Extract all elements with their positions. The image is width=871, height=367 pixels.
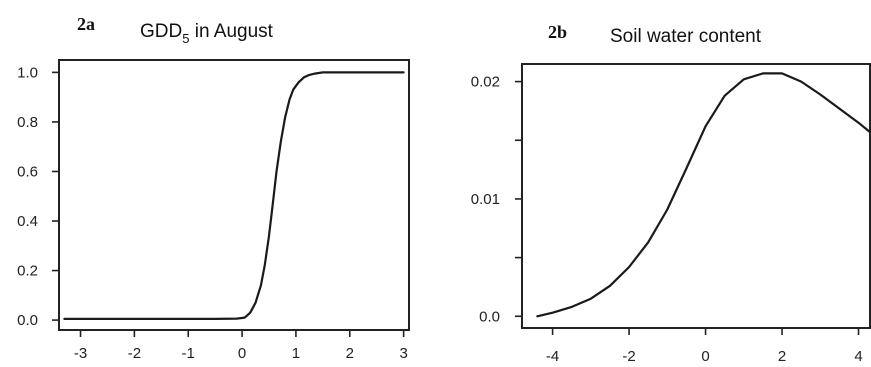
y-tick-label-a-5: 1.0: [17, 64, 38, 81]
x-tick-label-b-1: -2: [622, 348, 635, 365]
x-tick-label-a-1: -2: [128, 345, 141, 362]
y-tick-label-b-4: 0.02: [471, 74, 500, 91]
y-tick-label-a-2: 0.4: [17, 213, 38, 230]
y-tick-label-a-1: 0.2: [17, 263, 38, 280]
x-tick-label-b-0: -4: [546, 348, 559, 365]
panel-label-2b: 2b: [548, 22, 567, 42]
y-axis-2b: 0.0 0.01 0.02: [471, 74, 522, 325]
chart-title-2a: GDD5 in August: [140, 21, 274, 46]
chart-title-2b: Soil water content: [610, 26, 762, 47]
x-tick-label-b-3: 2: [778, 348, 786, 365]
x-axis-2a: -3 -2 -1 0 1 2 3: [74, 330, 408, 362]
x-tick-label-a-6: 3: [399, 345, 407, 362]
plot-frame-2a: [58, 59, 410, 331]
x-axis-2b: -4 -2 0 2 4: [546, 328, 863, 365]
plot-frame-2b: [521, 63, 871, 329]
series-line-2b: [536, 72, 871, 318]
chart-title-rest-2a: in August: [189, 21, 273, 42]
x-tick-label-a-0: -3: [74, 345, 87, 362]
x-tick-label-b-2: 0: [701, 348, 709, 365]
y-tick-label-a-3: 0.6: [17, 163, 38, 180]
x-tick-label-a-2: -1: [182, 345, 195, 362]
chart-title-main-2b: Soil water content: [610, 26, 762, 47]
y-tick-label-b-2: 0.01: [471, 191, 500, 208]
chart-panel-2a: 2a GDD5 in August -3 -2 -1 0 1 2 3 0.00.20.40.…: [17, 14, 410, 362]
y-tick-label-a-0: 0.0: [17, 312, 38, 329]
x-tick-label-a-5: 2: [346, 345, 354, 362]
chart-panel-2b: 2b Soil water content -4 -2 0 2 4 0.00.010.0…: [471, 22, 871, 365]
x-tick-label-a-4: 1: [292, 345, 300, 362]
x-tick-label-b-4: 4: [854, 348, 862, 365]
y-tick-label-a-4: 0.8: [17, 114, 38, 131]
x-tick-label-a-3: 0: [238, 345, 246, 362]
chart-title-subscript-2a: 5: [182, 31, 189, 46]
series-line-2a: [63, 71, 405, 320]
chart-title-main-2a: GDD: [140, 21, 182, 42]
y-axis-2a: 0.0 0.2 0.4 0.6 0.8 1.0: [17, 64, 59, 329]
panel-label-2a: 2a: [77, 14, 95, 34]
y-tick-label-b-0: 0.0: [479, 308, 500, 325]
